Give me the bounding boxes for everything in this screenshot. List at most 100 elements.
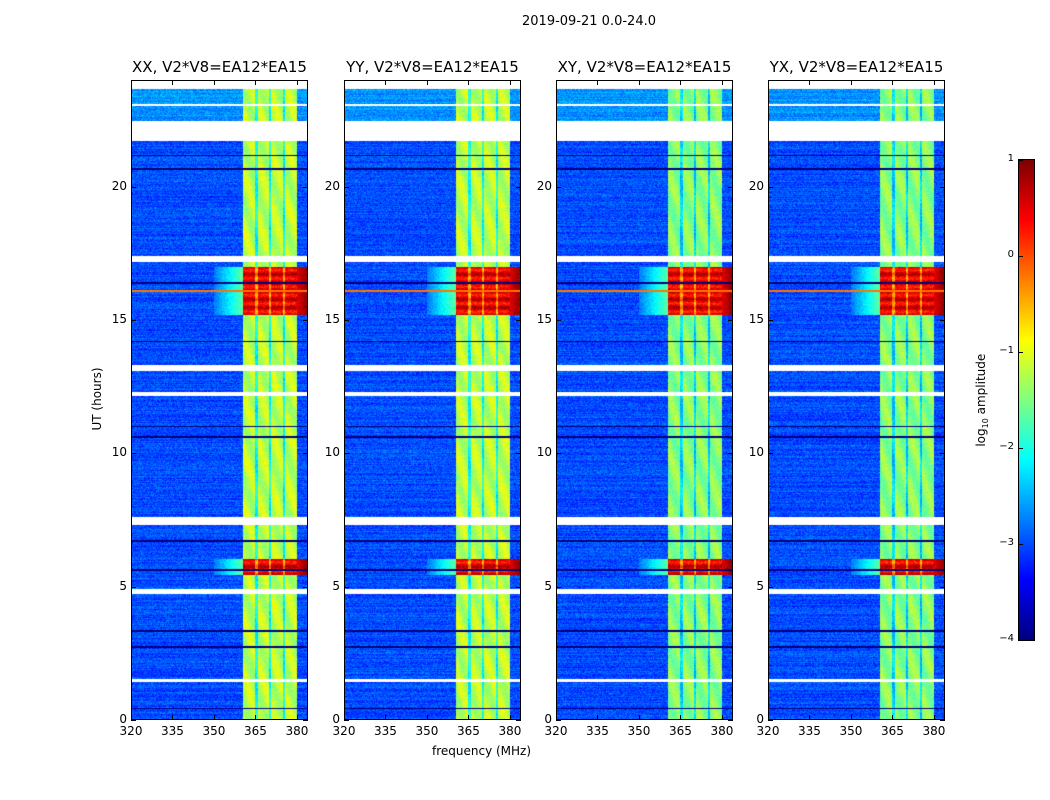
y-tick-label: 20 — [748, 178, 764, 193]
y-tick-mark-right — [516, 186, 521, 188]
x-tick-mark — [426, 715, 428, 720]
y-tick-mark-right — [940, 320, 945, 321]
x-tick-mark-top — [385, 80, 387, 85]
y-tick-label: 0 — [119, 712, 127, 726]
x-tick-mark — [556, 715, 557, 720]
x-tick-mark-top — [638, 80, 640, 85]
x-tick-mark — [721, 715, 723, 720]
heatmap-yx — [769, 81, 944, 719]
y-tick-mark — [131, 186, 136, 188]
colorbar-tick-label: −4 — [999, 633, 1014, 644]
x-tick-mark-top — [426, 80, 428, 85]
y-tick-label: 15 — [748, 312, 764, 326]
x-tick-label: 335 — [374, 724, 397, 738]
x-tick-label: 320 — [544, 724, 568, 738]
y-tick-mark-right — [940, 186, 945, 188]
x-tick-label: 350 — [415, 724, 439, 738]
y-tick-label: 5 — [756, 578, 764, 593]
y-tick-mark-right — [940, 453, 945, 455]
y-tick-mark-right — [940, 586, 945, 588]
y-tick-mark — [768, 453, 773, 455]
x-tick-mark — [638, 715, 640, 720]
y-tick-mark-right — [516, 720, 521, 721]
y-tick-mark — [556, 320, 561, 321]
y-tick-mark-right — [516, 586, 521, 588]
y-tick-mark — [768, 186, 773, 188]
colorbar-tick-mark — [1019, 352, 1023, 353]
x-tick-mark — [385, 715, 387, 720]
colorbar-tick-label: −3 — [999, 537, 1014, 548]
heatmap-xx — [132, 81, 307, 719]
x-tick-mark — [255, 715, 257, 720]
x-tick-mark-top — [296, 80, 298, 85]
colorbar-label: log10 amplitude — [973, 353, 991, 447]
x-tick-mark-top — [933, 80, 935, 85]
x-tick-label: 350 — [202, 724, 226, 738]
panel-title: YX, V2*V8=EA12*EA15 — [769, 58, 944, 76]
x-tick-label: 320 — [332, 724, 356, 738]
x-tick-label: 320 — [119, 724, 143, 738]
x-tick-mark — [768, 715, 769, 720]
x-tick-mark-top — [809, 80, 811, 85]
x-tick-label: 320 — [756, 724, 780, 738]
y-tick-mark — [768, 586, 773, 588]
y-tick-mark-right — [728, 453, 733, 455]
colorbar-tick-label: 0 — [1007, 249, 1014, 260]
y-tick-mark-right — [728, 720, 733, 721]
colorbar-tick-mark — [1019, 256, 1023, 257]
x-tick-mark — [344, 715, 345, 720]
x-tick-mark-top — [850, 80, 852, 85]
colorbar-tick-mark — [1019, 448, 1023, 449]
y-tick-mark-right — [728, 586, 733, 588]
y-tick-mark — [556, 586, 561, 588]
y-tick-mark — [131, 720, 136, 721]
y-tick-mark-right — [516, 320, 521, 321]
y-tick-label: 20 — [324, 178, 340, 193]
spectrogram-panel-yx — [768, 80, 945, 720]
y-tick-mark — [131, 320, 136, 321]
y-tick-label: 20 — [111, 178, 127, 193]
y-tick-label: 10 — [111, 445, 127, 460]
y-tick-label: 10 — [748, 445, 764, 460]
figure-title: 2019-09-21 0.0-24.0 — [522, 14, 656, 29]
x-tick-label: 335 — [161, 724, 184, 738]
x-tick-label: 335 — [798, 724, 821, 738]
y-tick-mark-right — [728, 320, 733, 321]
x-tick-mark — [850, 715, 852, 720]
panel-title: XY, V2*V8=EA12*EA15 — [557, 58, 732, 76]
y-tick-mark-right — [303, 186, 308, 188]
y-tick-mark-right — [303, 453, 308, 455]
x-tick-mark-top — [721, 80, 723, 85]
x-tick-mark-top — [131, 80, 132, 85]
y-tick-label: 15 — [536, 312, 552, 326]
y-tick-label: 15 — [111, 312, 127, 326]
y-tick-label: 0 — [544, 712, 552, 726]
colorbar-tick-mark — [1019, 544, 1023, 545]
x-tick-mark — [809, 715, 811, 720]
x-tick-mark-top — [344, 80, 345, 85]
x-tick-mark — [680, 715, 682, 720]
y-tick-label: 5 — [119, 578, 127, 593]
y-tick-mark — [344, 453, 349, 455]
x-tick-mark — [296, 715, 298, 720]
x-tick-mark — [597, 715, 599, 720]
spectrogram-panel-xx — [131, 80, 308, 720]
x-tick-mark-top — [255, 80, 257, 85]
x-tick-label: 350 — [839, 724, 863, 738]
y-tick-mark — [131, 586, 136, 588]
y-axis-label: UT (hours) — [90, 367, 104, 431]
y-tick-mark — [556, 720, 561, 721]
x-tick-label: 380 — [498, 724, 522, 738]
x-tick-mark — [172, 715, 174, 720]
panel-title: XX, V2*V8=EA12*EA15 — [132, 58, 307, 76]
y-tick-mark-right — [303, 586, 308, 588]
x-tick-label: 380 — [710, 724, 734, 738]
heatmap-yy — [345, 81, 520, 719]
x-tick-mark-top — [172, 80, 174, 85]
y-tick-mark — [556, 453, 561, 455]
y-tick-mark — [768, 720, 773, 721]
colorbar-tick-label: 1 — [1007, 153, 1014, 164]
x-tick-label: 365 — [457, 724, 480, 738]
y-tick-label: 0 — [756, 712, 764, 726]
panel-title: YY, V2*V8=EA12*EA15 — [346, 58, 519, 76]
